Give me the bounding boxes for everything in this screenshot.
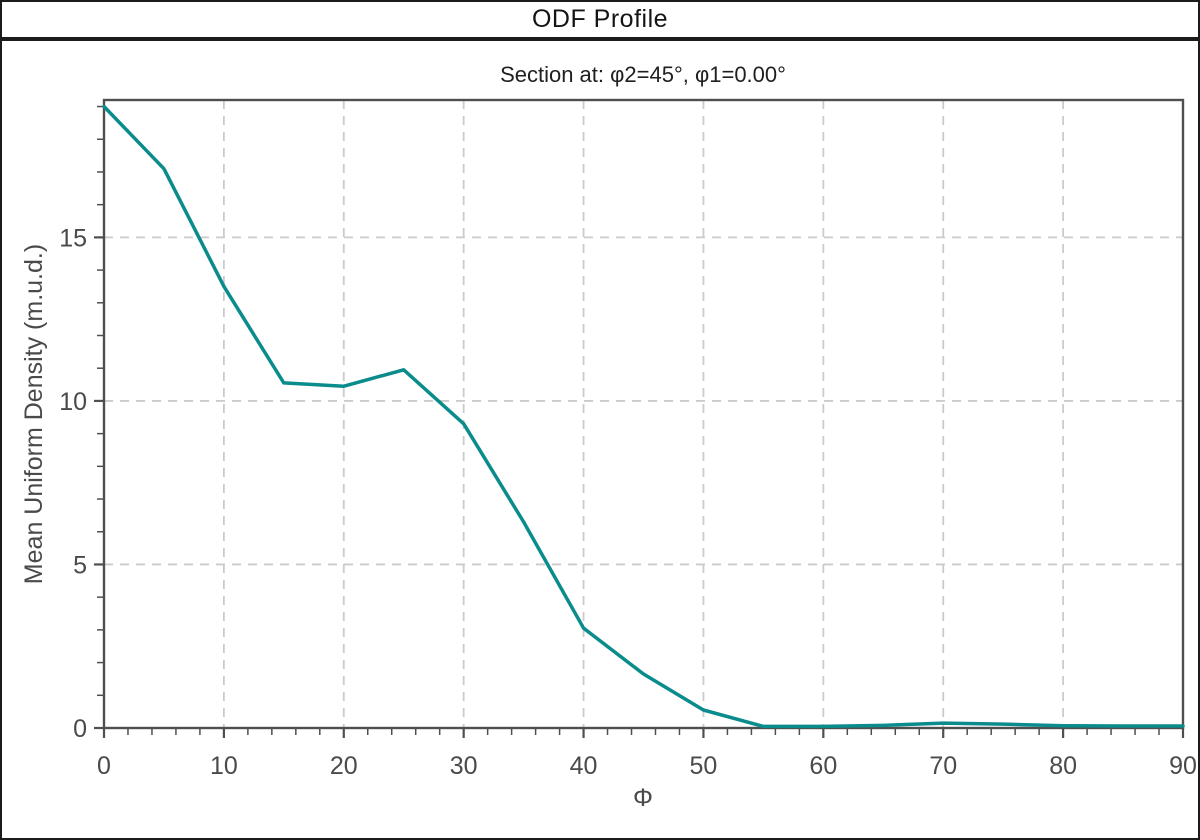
x-tick-label: 0 bbox=[97, 752, 111, 780]
x-tick-label: 80 bbox=[1049, 752, 1077, 780]
x-tick-label: 10 bbox=[210, 752, 238, 780]
window-titlebar: ODF Profile bbox=[2, 2, 1198, 41]
window-title: ODF Profile bbox=[531, 5, 669, 33]
y-tick-label: 0 bbox=[73, 715, 87, 743]
odf-profile-line bbox=[102, 104, 1185, 729]
y-axis-title: Mean Uniform Density (m.u.d.) bbox=[20, 244, 48, 584]
x-axis-title: Φ bbox=[633, 784, 653, 812]
odf-line-chart: 0 10 20 30 40 50 60 70 80 90 0 5 10 15 Section at: φ2… bbox=[20, 62, 1197, 812]
plot-frame bbox=[102, 98, 1185, 730]
x-tick-label: 50 bbox=[690, 752, 718, 780]
x-tick-label: 40 bbox=[570, 752, 598, 780]
x-tick-label: 60 bbox=[809, 752, 837, 780]
chart-area: 0 10 20 30 40 50 60 70 80 90 0 5 10 15 Section at: φ2… bbox=[2, 41, 1198, 838]
gridline-layer bbox=[104, 100, 1183, 728]
y-tick-label: 10 bbox=[59, 388, 87, 416]
x-tick-label: 20 bbox=[330, 752, 358, 780]
tick-layer bbox=[94, 105, 1185, 738]
x-tick-label: 30 bbox=[450, 752, 478, 780]
y-tick-label: 15 bbox=[59, 224, 87, 252]
x-tick-label: 70 bbox=[929, 752, 957, 780]
x-tick-label: 90 bbox=[1169, 752, 1197, 780]
y-tick-label: 5 bbox=[73, 551, 87, 579]
chart-subtitle: Section at: φ2=45°, φ1=0.00° bbox=[500, 62, 786, 87]
tick-label-layer: 0 10 20 30 40 50 60 70 80 90 0 5 10 15 bbox=[59, 224, 1197, 780]
